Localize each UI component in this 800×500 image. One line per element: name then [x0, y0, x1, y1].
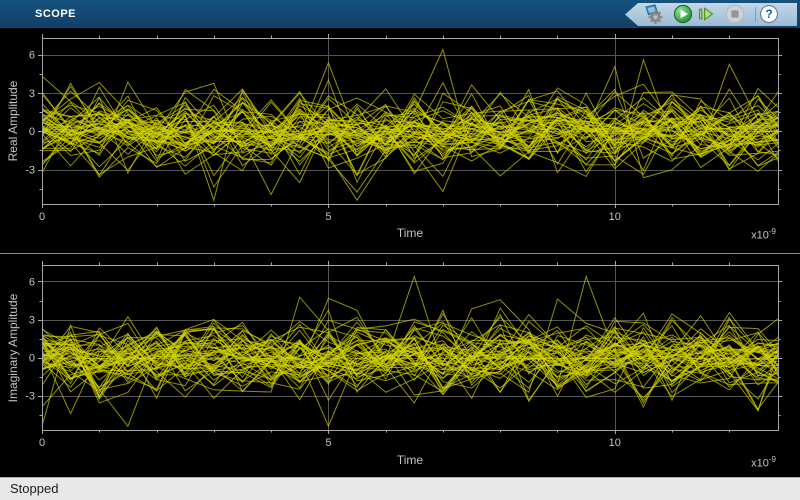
x-tick-label: 0 — [39, 211, 45, 223]
plot-imaginary: Imaginary Amplitude Time x10-9 0 5 10 6 3 0 -3 — [0, 254, 800, 477]
noise-trace — [42, 81, 778, 163]
x-scale-multiplier: x10-9 — [751, 227, 776, 242]
y-tick-label: 0 — [29, 126, 35, 138]
x-tick-label: 10 — [609, 437, 621, 449]
noise-trace — [42, 92, 778, 189]
noise-trace — [42, 91, 778, 164]
x-tick-label: 5 — [325, 211, 331, 223]
y-tick-label: 6 — [29, 50, 35, 62]
noise-trace — [42, 315, 778, 393]
help-button[interactable]: ? — [759, 4, 779, 24]
step-forward-button[interactable] — [696, 4, 716, 24]
scope-tab[interactable]: SCOPE — [35, 8, 77, 20]
noise-trace — [42, 324, 778, 372]
x-scale-multiplier: x10-9 — [751, 455, 776, 470]
noise-trace — [42, 324, 778, 398]
noise-trace — [42, 86, 778, 164]
question-icon: ? — [760, 5, 778, 23]
noise-trace — [42, 90, 778, 196]
y-tick-label: 3 — [29, 315, 35, 327]
y-tick-label: -3 — [25, 391, 35, 403]
noise-trace — [42, 331, 778, 389]
noise-trace — [42, 99, 778, 178]
noise-trace — [42, 96, 778, 163]
stop-icon — [725, 4, 745, 24]
statusbar: Stopped — [0, 477, 800, 500]
run-button[interactable] — [673, 4, 693, 24]
noise-trace — [42, 274, 778, 401]
noise-trace — [42, 318, 778, 415]
noise-trace — [42, 75, 778, 163]
simulate-settings-button[interactable] — [643, 4, 663, 24]
toolbar-tray: ? — [625, 3, 797, 26]
time-axis-label: Time — [396, 453, 424, 467]
noise-trace — [42, 83, 778, 161]
noise-trace — [42, 93, 778, 193]
noise-trace — [42, 339, 778, 388]
noise-trace — [42, 88, 778, 184]
toolbar-divider — [755, 7, 756, 22]
scope-plot-canvas: 0 5 10 6 3 0 -3 — [25, 261, 782, 449]
noise-trace — [42, 313, 778, 412]
gear-icon — [645, 4, 663, 24]
y-tick-label: 0 — [29, 353, 35, 365]
noise-trace — [42, 82, 778, 154]
svg-text:?: ? — [765, 7, 772, 21]
play-icon — [673, 4, 693, 24]
y-tick-label: -3 — [25, 165, 35, 177]
y-tick-label: 6 — [29, 277, 35, 289]
y-tick-label: 3 — [29, 88, 35, 100]
titlebar: SCOPE — [0, 0, 800, 28]
time-axis-label: Time — [396, 226, 424, 240]
noise-trace — [42, 333, 778, 386]
plot-real: Real Amplitude Time x10-9 0 5 10 6 3 0 -3 — [0, 28, 800, 253]
status-text: Stopped — [10, 481, 59, 496]
noise-trace — [42, 313, 778, 388]
x-tick-label: 0 — [39, 437, 45, 449]
noise-trace — [42, 322, 778, 388]
scope-plot-canvas: 0 5 10 6 3 0 -3 — [25, 34, 782, 223]
x-tick-label: 5 — [325, 437, 331, 449]
noise-trace — [42, 85, 778, 169]
noise-trace — [42, 81, 778, 167]
noise-trace — [42, 88, 778, 174]
x-tick-label: 10 — [609, 211, 621, 223]
plot-separator — [0, 253, 800, 254]
step-forward-icon — [699, 7, 714, 21]
noise-trace — [42, 335, 778, 400]
stop-button[interactable] — [725, 4, 745, 24]
noise-trace — [42, 318, 778, 427]
noise-trace — [42, 316, 778, 412]
noise-trace — [42, 92, 778, 162]
